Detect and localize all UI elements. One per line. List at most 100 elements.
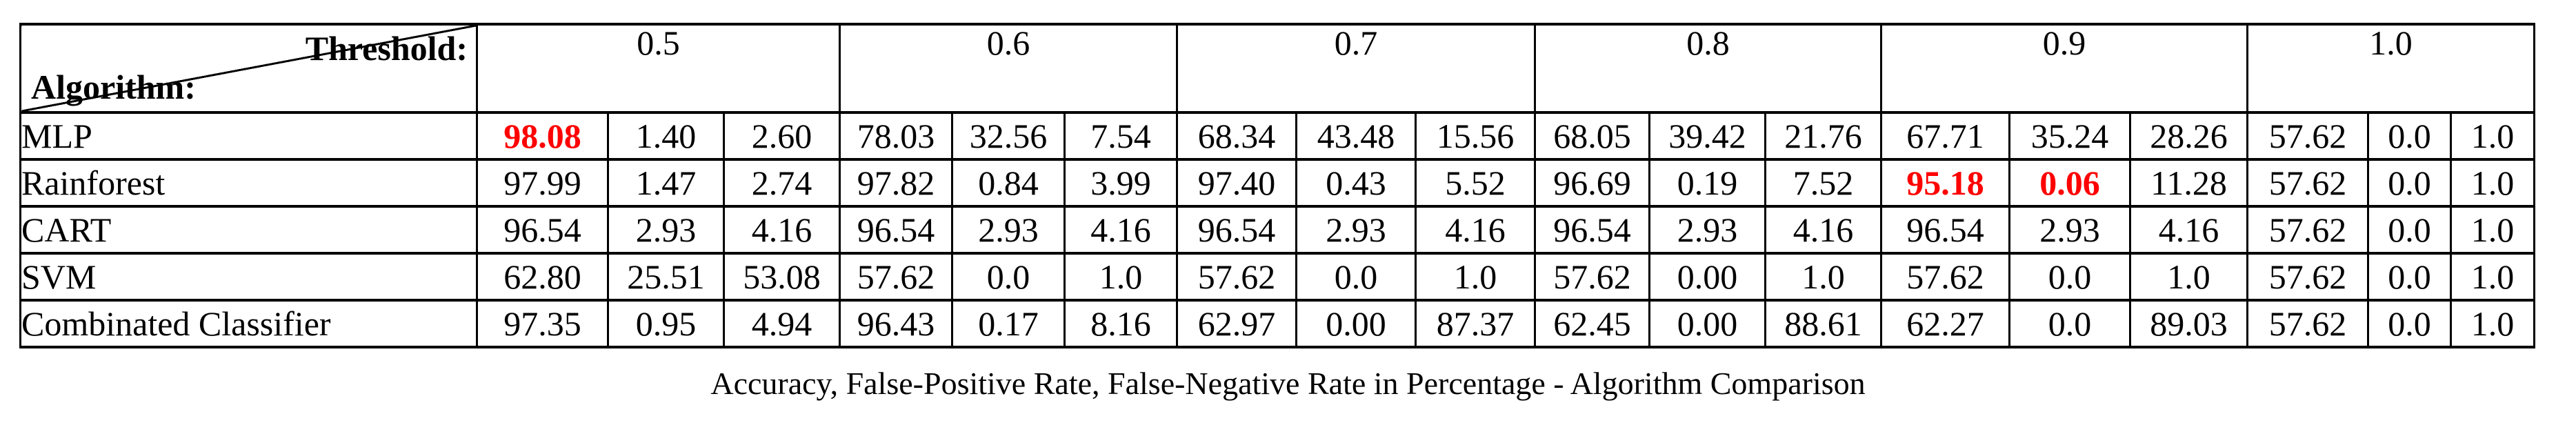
- algorithm-name-cell: CART: [19, 205, 478, 255]
- header-row: Threshold: Algorithm: 0.5 0.6 0.7 0.8 0.9 1.0: [19, 23, 2535, 114]
- value-cell: 11.28: [2129, 158, 2248, 208]
- value-cell: 2.93: [1295, 205, 1417, 255]
- value-cell: 57.62: [2246, 111, 2369, 161]
- value-cell: 1.0: [2450, 111, 2535, 161]
- value-cell: 0.0: [2367, 158, 2452, 208]
- diagonal-header-cell: Threshold: Algorithm:: [19, 23, 478, 114]
- value-cell: 0.06: [2008, 158, 2131, 208]
- value-cell: 0.0: [1295, 252, 1417, 302]
- value-cell: 1.0: [2450, 205, 2535, 255]
- algorithm-name-cell: Combinated Classifier: [19, 299, 478, 348]
- algorithm-corner-label: Algorithm:: [31, 68, 196, 106]
- value-cell: 1.0: [2450, 299, 2535, 348]
- value-cell: 4.16: [1064, 205, 1178, 255]
- value-cell: 2.93: [1648, 205, 1766, 255]
- value-cell: 21.76: [1764, 111, 1882, 161]
- value-cell: 4.94: [723, 299, 841, 348]
- value-cell: 2.93: [951, 205, 1066, 255]
- value-cell: 62.97: [1176, 299, 1297, 348]
- threshold-header-0.7: 0.7: [1176, 23, 1536, 114]
- value-cell: 0.43: [1295, 158, 1417, 208]
- value-cell: 87.37: [1415, 299, 1536, 348]
- value-cell: 57.62: [839, 252, 953, 302]
- value-cell: 97.99: [476, 158, 609, 208]
- value-cell: 57.62: [2246, 299, 2369, 348]
- value-cell: 28.26: [2129, 111, 2248, 161]
- value-cell: 62.45: [1534, 299, 1650, 348]
- value-cell: 78.03: [839, 111, 953, 161]
- value-cell: 0.00: [1648, 252, 1766, 302]
- value-cell: 57.62: [1534, 252, 1650, 302]
- value-cell: 1.0: [2450, 252, 2535, 302]
- value-cell: 96.54: [1176, 205, 1297, 255]
- value-cell: 62.80: [476, 252, 609, 302]
- value-cell: 57.62: [2246, 205, 2369, 255]
- value-cell: 57.62: [2246, 158, 2369, 208]
- value-cell: 7.52: [1764, 158, 1882, 208]
- value-cell: 2.60: [723, 111, 841, 161]
- algorithm-name-cell: SVM: [19, 252, 478, 302]
- value-cell: 0.0: [2367, 252, 2452, 302]
- value-cell: 1.0: [1764, 252, 1882, 302]
- value-cell: 96.54: [476, 205, 609, 255]
- value-cell: 67.71: [1880, 111, 2010, 161]
- table-body: MLP 98.08 1.40 2.60 78.03 32.56 7.54 68.34 43.48…: [19, 111, 2535, 348]
- value-cell: 3.99: [1064, 158, 1178, 208]
- threshold-header-0.6: 0.6: [839, 23, 1178, 114]
- value-cell: 0.17: [951, 299, 1066, 348]
- threshold-header-0.5: 0.5: [476, 23, 841, 114]
- value-cell: 1.0: [2450, 158, 2535, 208]
- value-cell: 96.69: [1534, 158, 1650, 208]
- threshold-header-1.0: 1.0: [2246, 23, 2535, 114]
- table-row-combinated-classifier: Combinated Classifier 97.35 0.95 4.94 96.43 0…: [19, 299, 2535, 348]
- threshold-header-0.9: 0.9: [1880, 23, 2248, 114]
- value-cell: 32.56: [951, 111, 1066, 161]
- value-cell: 25.51: [607, 252, 725, 302]
- table-row-mlp: MLP 98.08 1.40 2.60 78.03 32.56 7.54 68.34 43.48…: [19, 111, 2535, 161]
- value-cell: 96.54: [839, 205, 953, 255]
- value-cell: 1.47: [607, 158, 725, 208]
- value-cell: 0.0: [2367, 299, 2452, 348]
- value-cell: 39.42: [1648, 111, 1766, 161]
- value-cell: 95.18: [1880, 158, 2010, 208]
- value-cell: 0.95: [607, 299, 725, 348]
- value-cell: 0.19: [1648, 158, 1766, 208]
- value-cell: 4.16: [1415, 205, 1536, 255]
- value-cell: 0.00: [1295, 299, 1417, 348]
- value-cell: 0.00: [1648, 299, 1766, 348]
- value-cell: 57.62: [2246, 252, 2369, 302]
- table-row-svm: SVM 62.80 25.51 53.08 57.62 0.0 1.0 57.62 0.0 1.0…: [19, 252, 2535, 302]
- results-table: Threshold: Algorithm: 0.5 0.6 0.7 0.8 0.9 1.0…: [19, 23, 2535, 348]
- value-cell: 2.74: [723, 158, 841, 208]
- threshold-header-0.8: 0.8: [1534, 23, 1882, 114]
- value-cell: 57.62: [1176, 252, 1297, 302]
- threshold-corner-label: Threshold:: [305, 29, 468, 68]
- value-cell: 4.16: [2129, 205, 2248, 255]
- value-cell: 68.05: [1534, 111, 1650, 161]
- value-cell: 53.08: [723, 252, 841, 302]
- value-cell: 62.27: [1880, 299, 2010, 348]
- value-cell: 1.40: [607, 111, 725, 161]
- value-cell: 89.03: [2129, 299, 2248, 348]
- algorithm-name-cell: Rainforest: [19, 158, 478, 208]
- value-cell: 2.93: [2008, 205, 2131, 255]
- value-cell: 0.0: [2008, 252, 2131, 302]
- value-cell: 1.0: [1415, 252, 1536, 302]
- value-cell: 2.93: [607, 205, 725, 255]
- value-cell: 97.82: [839, 158, 953, 208]
- algorithm-name-cell: MLP: [19, 111, 478, 161]
- table-caption: Accuracy, False-Positive Rate, False-Neg…: [710, 366, 1866, 401]
- value-cell: 4.16: [1764, 205, 1882, 255]
- value-cell: 43.48: [1295, 111, 1417, 161]
- value-cell: 7.54: [1064, 111, 1178, 161]
- value-cell: 57.62: [1880, 252, 2010, 302]
- value-cell: 98.08: [476, 111, 609, 161]
- value-cell: 5.52: [1415, 158, 1536, 208]
- value-cell: 1.0: [1064, 252, 1178, 302]
- value-cell: 96.43: [839, 299, 953, 348]
- table-row-cart: CART 96.54 2.93 4.16 96.54 2.93 4.16 96.54 2.93 4…: [19, 205, 2535, 255]
- value-cell: 0.0: [951, 252, 1066, 302]
- value-cell: 88.61: [1764, 299, 1882, 348]
- value-cell: 96.54: [1880, 205, 2010, 255]
